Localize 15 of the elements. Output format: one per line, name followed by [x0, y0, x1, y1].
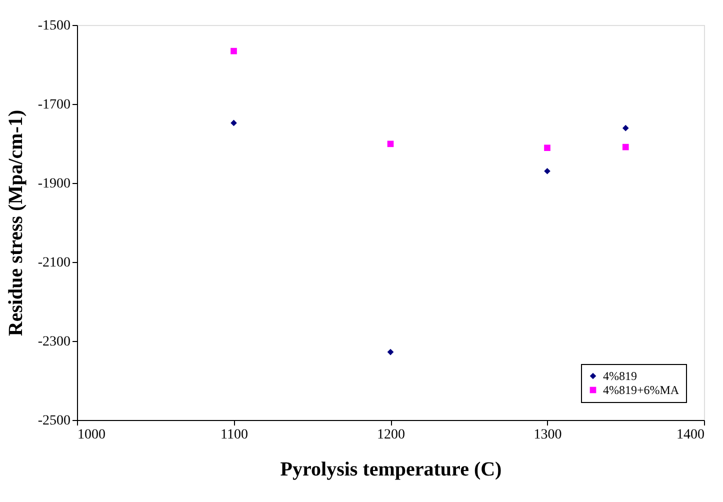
legend-label: 4%819+6%MA: [603, 383, 680, 397]
x-axis-title: Pyrolysis temperature (C): [280, 458, 502, 480]
y-axis-title: Residue stress (Mpa/cm-1): [4, 110, 27, 336]
x-tick-label: 1300: [534, 428, 562, 442]
y-tick-label: -2300: [38, 334, 70, 350]
y-tick-label: -1900: [38, 176, 70, 192]
x-tick-label: 1200: [377, 428, 405, 442]
x-tick-label: 1100: [220, 428, 248, 442]
y-tick-label: -1500: [38, 18, 70, 34]
legend-label: 4%819: [603, 369, 637, 383]
x-tick-label: 1000: [78, 428, 106, 442]
y-tick-label: -2500: [38, 414, 70, 428]
y-tick-label: -2100: [38, 256, 70, 270]
y-tick-label: -1700: [38, 98, 70, 112]
x-tick-label: 1400: [676, 428, 704, 442]
